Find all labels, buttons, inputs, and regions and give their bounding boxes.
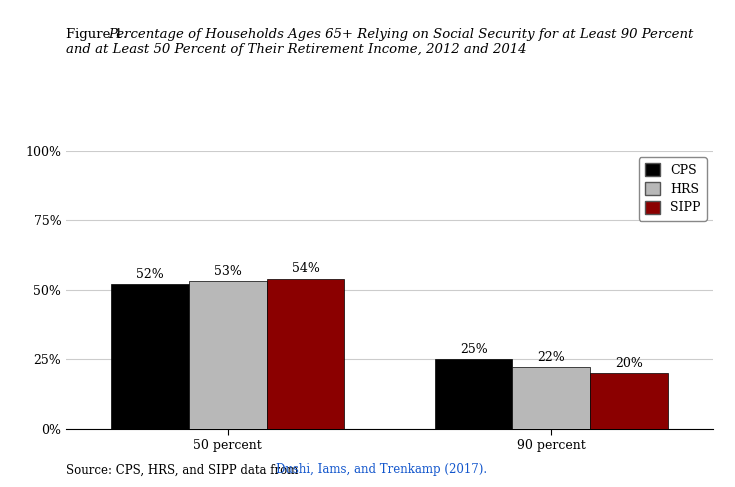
Bar <box>590 373 667 429</box>
Text: 53%: 53% <box>214 265 242 278</box>
Text: Percentage of Households Ages 65+ Relying on Social Security for at Least 90 Per: Percentage of Households Ages 65+ Relyin… <box>108 28 693 41</box>
Text: Figure 1.: Figure 1. <box>66 28 132 41</box>
Text: 52%: 52% <box>137 268 164 281</box>
Text: 22%: 22% <box>537 351 565 364</box>
Text: and at Least 50 Percent of Their Retirement Income, 2012 and 2014: and at Least 50 Percent of Their Retirem… <box>66 43 527 56</box>
Text: Dushi, Iams, and Trenkamp (2017).: Dushi, Iams, and Trenkamp (2017). <box>276 463 487 476</box>
Text: 20%: 20% <box>615 356 643 370</box>
Bar <box>267 279 344 429</box>
Bar <box>512 368 590 429</box>
Bar <box>435 359 512 429</box>
Text: 54%: 54% <box>292 262 320 275</box>
Legend: CPS, HRS, SIPP: CPS, HRS, SIPP <box>639 157 706 221</box>
Text: Source: CPS, HRS, and SIPP data from: Source: CPS, HRS, and SIPP data from <box>66 463 302 476</box>
Bar <box>112 284 189 429</box>
Bar <box>189 281 267 429</box>
Text: 25%: 25% <box>460 343 487 356</box>
